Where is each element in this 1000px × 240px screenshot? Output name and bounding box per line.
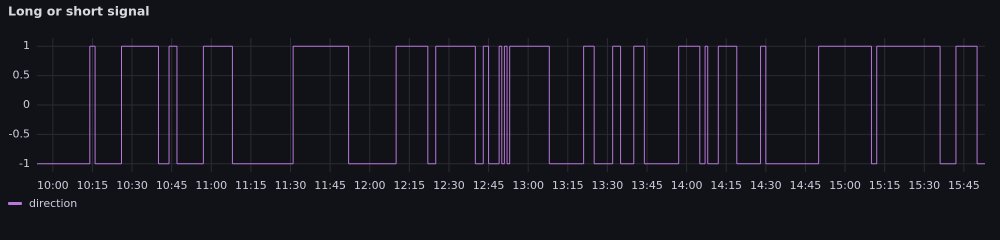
x-tick-label: 14:15 (710, 179, 742, 192)
chart-title: Long or short signal (8, 4, 150, 19)
x-tick-label: 15:00 (829, 179, 861, 192)
x-tick-label: 15:30 (908, 179, 940, 192)
x-tick-label: 14:45 (790, 179, 822, 192)
y-tick-label: -0.5 (9, 127, 30, 140)
x-tick-label: 13:15 (552, 179, 584, 192)
x-tick-label: 15:15 (869, 179, 901, 192)
y-tick-label: 0 (23, 98, 30, 111)
x-tick-label: 14:30 (750, 179, 782, 192)
y-tick-label: 0.5 (13, 69, 31, 82)
x-tick-label: 11:15 (235, 179, 267, 192)
panel: Long or short signal 1 0.5 0 -0.5 -1 10:00 10:… (0, 0, 1000, 213)
page: Long or short signal 1 0.5 0 -0.5 -1 10:00 10:… (0, 0, 1000, 213)
x-tick-label: 13:30 (592, 179, 624, 192)
x-tick-label: 13:45 (631, 179, 663, 192)
legend-label: direction (29, 197, 77, 210)
legend-swatch (8, 202, 22, 205)
x-tick-label: 10:45 (156, 179, 188, 192)
x-tick-label: 10:30 (116, 179, 148, 192)
x-tick-label: 11:30 (275, 179, 307, 192)
x-tick-label: 12:30 (433, 179, 465, 192)
x-tick-label: 12:15 (393, 179, 425, 192)
x-tick-label: 10:00 (37, 179, 69, 192)
y-tick-label: 1 (23, 39, 30, 52)
x-tick-label: 13:00 (512, 179, 544, 192)
x-tick-label: 10:15 (77, 179, 109, 192)
x-tick-label: 11:00 (195, 179, 227, 192)
panel-background (0, 0, 1000, 213)
x-tick-label: 12:45 (473, 179, 505, 192)
y-tick-label: -1 (19, 157, 30, 170)
x-tick-label: 11:45 (314, 179, 346, 192)
x-tick-label: 14:00 (671, 179, 703, 192)
x-tick-label: 15:45 (948, 179, 980, 192)
x-tick-label: 12:00 (354, 179, 386, 192)
